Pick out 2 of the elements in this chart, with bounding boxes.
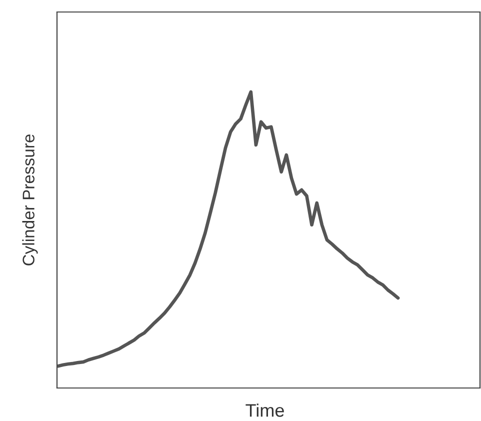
x-axis-title: Time [246, 404, 284, 417]
y-axis-title: Cylinder Pressure [22, 134, 38, 266]
